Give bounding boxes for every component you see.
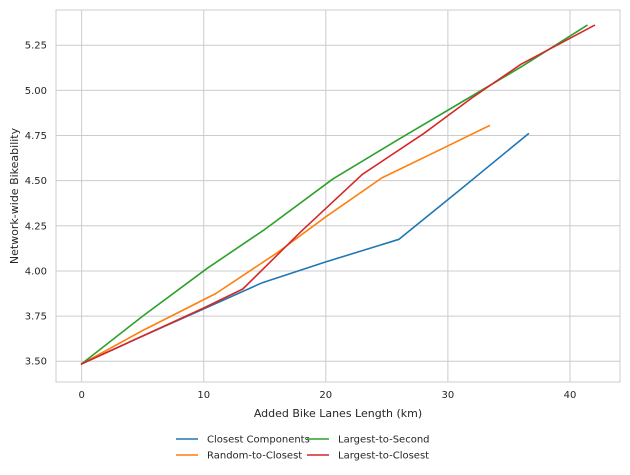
y-tick-label: 3.50 [25,357,47,368]
legend-label: Closest Components [207,435,310,446]
x-tick-label: 0 [78,390,84,401]
x-tick-label: 30 [442,390,455,401]
y-tick-label: 3.75 [25,312,47,323]
y-tick-label: 5.00 [25,86,47,97]
y-tick-label: 4.75 [25,131,47,142]
legend: Closest Components Random-to-Closest Large… [176,435,430,462]
legend-label: Largest-to-Second [338,435,430,446]
x-axis-label: Added Bike Lanes Length (km) [254,407,422,420]
y-tick-label: 4.00 [25,266,47,277]
plot-frame [55,9,621,383]
series-line [80,24,596,365]
legend-label: Random-to-Closest [207,451,302,462]
x-tick-label: 40 [564,390,577,401]
legend-label: Largest-to-Closest [338,451,429,462]
y-axis-label: Network-wide Bikeability [8,127,21,264]
y-tick-label: 5.25 [25,41,47,52]
series-lines [80,24,596,365]
x-tick-label: 20 [319,390,332,401]
series-line [80,124,491,365]
y-tick-label: 4.50 [25,176,47,187]
y-tick-label: 4.25 [25,221,47,232]
tick-labels: 0 10 20 30 40 3.50 3.75 4.00 4.25 4.50 4.75 5.00 5.2… [25,41,577,401]
x-tick-label: 10 [197,390,210,401]
